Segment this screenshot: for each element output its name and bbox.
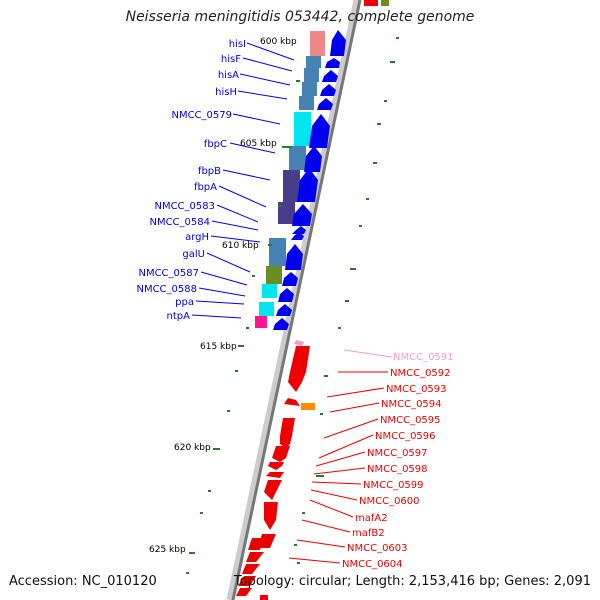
gene-label: NMCC_0597 bbox=[367, 448, 428, 459]
tick-label: 615 kbp bbox=[200, 342, 237, 352]
gene-label: mafB2 bbox=[352, 528, 385, 539]
gene-label: NMCC_0592 bbox=[390, 368, 451, 379]
gene-label: NMCC_0583 bbox=[154, 201, 215, 212]
gene-label: hisF bbox=[221, 54, 241, 65]
topology-text: Topology: circular; Length: 2,153,416 bp… bbox=[233, 574, 591, 589]
gene-label: fbpA bbox=[194, 182, 217, 193]
gene-label: NMCC_0579 bbox=[171, 110, 232, 121]
gene-label: argH bbox=[185, 232, 209, 243]
gene-label: NMCC_0596 bbox=[375, 431, 436, 442]
tick-label: 625 kbp bbox=[149, 545, 186, 555]
tick-label: 600 kbp bbox=[260, 37, 297, 47]
gene-label: NMCC_0584 bbox=[149, 217, 210, 228]
gene-label: fbpB bbox=[198, 166, 221, 177]
reverse-gene-arrows bbox=[236, 340, 315, 600]
gene-label: NMCC_0588 bbox=[136, 284, 197, 295]
top-reverse-feature bbox=[364, 0, 378, 6]
genome-backbone-edge bbox=[231, 0, 362, 600]
gene-label: NMCC_0600 bbox=[359, 496, 420, 507]
reverse-gene-label-text: NMCC_0591 NMCC_0592 NMCC_0593 NMCC_0594 … bbox=[342, 352, 454, 570]
gene-label: hisI bbox=[229, 39, 246, 50]
gene-label: fbpC bbox=[204, 139, 227, 150]
forward-gene-arrows bbox=[273, 30, 346, 330]
gene-label: hisA bbox=[218, 70, 239, 81]
map-title: Neisseria meningitidis 053442, complete … bbox=[125, 9, 475, 25]
position-ticks: 600 kbp 605 kbp 610 kbp 615 kbp 620 kbp … bbox=[149, 37, 297, 555]
gene-label: galU bbox=[182, 249, 205, 260]
gene-label: NMCC_0593 bbox=[386, 384, 447, 395]
gc-skew-track bbox=[294, 37, 399, 564]
accession-text: Accession: NC_010120 bbox=[9, 574, 157, 589]
top-forward-feature bbox=[381, 0, 389, 6]
forward-gene-label-text: hisI hisF hisA hisH NMCC_0579 fbpC fbpB … bbox=[136, 39, 246, 322]
forward-gene-labels bbox=[191, 42, 295, 319]
tick-label: 610 kbp bbox=[222, 241, 259, 251]
gene-label: NMCC_0594 bbox=[381, 399, 442, 410]
gc-skew-left bbox=[186, 80, 300, 574]
gene-label: ppa bbox=[175, 297, 194, 308]
cog-color-column bbox=[255, 31, 325, 328]
tick-label: 620 kbp bbox=[174, 443, 211, 453]
gene-label: hisH bbox=[215, 87, 237, 98]
genome-backbone bbox=[226, 0, 361, 600]
gene-label: NMCC_0599 bbox=[363, 480, 424, 491]
gene-label: NMCC_0591 bbox=[393, 352, 454, 363]
gene-label: NMCC_0595 bbox=[380, 415, 441, 426]
gene-label: NMCC_0587 bbox=[138, 268, 199, 279]
reverse-gene-labels bbox=[288, 349, 393, 564]
gene-label: mafA2 bbox=[355, 513, 388, 524]
gene-label: NMCC_0604 bbox=[342, 559, 403, 570]
gene-label: ntpA bbox=[167, 311, 191, 322]
gene-label: NMCC_0598 bbox=[367, 464, 428, 475]
gene-label: NMCC_0603 bbox=[347, 543, 408, 554]
tick-label: 605 kbp bbox=[240, 139, 277, 149]
